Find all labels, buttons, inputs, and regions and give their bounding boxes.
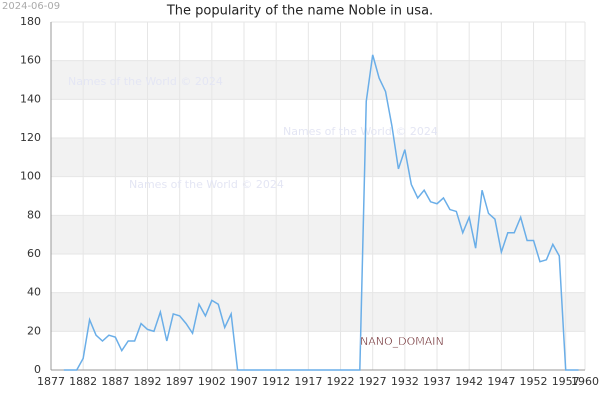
y-tick-label: 140	[20, 92, 41, 105]
x-tick-label: 1892	[134, 375, 162, 388]
annotation: NANO_DOMAIN	[360, 335, 444, 348]
data-line	[63, 54, 579, 371]
x-tick-label: 1922	[327, 375, 355, 388]
y-tick-label: 60	[27, 247, 41, 260]
x-tick-label: 1912	[262, 375, 290, 388]
y-tick-label: 0	[34, 363, 41, 376]
watermark: Names of the World © 2024	[68, 75, 223, 88]
x-tick-label: 1942	[455, 375, 483, 388]
y-tick-label: 100	[20, 170, 41, 183]
x-tick-label: 1947	[487, 375, 515, 388]
x-tick-label: 1887	[101, 375, 129, 388]
x-tick-label: 1902	[198, 375, 226, 388]
x-tick-label: 1927	[359, 375, 387, 388]
x-tick-label: 1960	[571, 375, 599, 388]
x-tick-label: 1877	[37, 375, 65, 388]
grid-band	[51, 292, 585, 332]
grid-band	[51, 60, 585, 100]
y-tick-label: 160	[20, 54, 41, 67]
x-tick-label: 1952	[520, 375, 548, 388]
x-tick-label: 1957	[552, 375, 580, 388]
watermark: Names of the World © 2024	[283, 125, 438, 138]
chart-title: The popularity of the name Noble in usa.	[166, 4, 433, 19]
date-stamp: 2024-06-09	[2, 1, 60, 12]
x-tick-label: 1907	[230, 375, 258, 388]
watermark: Names of the World © 2024	[129, 178, 284, 191]
x-tick-label: 1897	[166, 375, 194, 388]
y-tick-label: 180	[20, 15, 41, 28]
x-tick-label: 1937	[423, 375, 451, 388]
y-tick-label: 40	[27, 286, 41, 299]
grid-band	[51, 138, 585, 177]
y-tick-label: 120	[20, 131, 41, 144]
y-tick-label: 80	[27, 208, 41, 221]
y-tick-label: 20	[27, 324, 41, 337]
x-tick-label: 1882	[69, 375, 97, 388]
x-tick-label: 1932	[391, 375, 419, 388]
grid-band	[51, 215, 585, 254]
x-tick-label: 1917	[294, 375, 322, 388]
